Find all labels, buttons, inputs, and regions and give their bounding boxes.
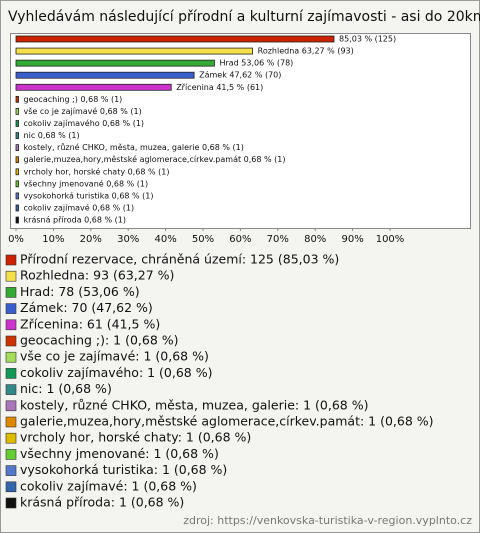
bar xyxy=(15,180,19,188)
bar xyxy=(15,192,19,200)
bar-label: kostely, různé CHKO, města, muzea, galer… xyxy=(24,142,244,152)
legend-label: Rozhledna: 93 (63,27 %) xyxy=(20,268,174,283)
x-tick-label: 40% xyxy=(154,234,176,245)
legend-swatch xyxy=(5,400,17,412)
bar xyxy=(15,156,19,164)
x-tick-label: 50% xyxy=(192,234,214,245)
bar-label: geocaching ;) 0,68 % (1) xyxy=(24,95,123,104)
legend-swatch xyxy=(5,449,17,460)
bar-label: Zřícenina 41,5 % (61) xyxy=(176,83,263,92)
legend-swatch xyxy=(5,384,17,395)
bar xyxy=(15,108,19,115)
x-tick-label: 100% xyxy=(376,234,405,245)
legend-swatch xyxy=(5,270,17,282)
legend-label: Hrad: 78 (53,06 %) xyxy=(20,284,140,299)
legend-swatch xyxy=(5,368,17,379)
chart-title: Vyhledávám následující přírodní a kultur… xyxy=(8,9,480,25)
bar-label: Zámek 47,62 % (70) xyxy=(199,71,281,80)
bar-label: cokoliv zajímavého 0,68 % (1) xyxy=(24,118,145,128)
x-tick-label: 90% xyxy=(341,234,363,245)
legend-swatch xyxy=(5,287,17,298)
bar xyxy=(15,144,19,152)
legend-label: galerie,muzea,hory,městské aglomerace,cí… xyxy=(20,414,434,429)
legend-label: nic: 1 (0,68 %) xyxy=(20,381,112,396)
legend-swatch xyxy=(5,465,17,476)
bar-label: Rozhledna 63,27 % (93) xyxy=(258,47,354,56)
bar-label: 85,03 % (125) xyxy=(339,35,396,44)
x-tick-label: 70% xyxy=(267,234,289,245)
legend-label: geocaching ;): 1 (0,68 %) xyxy=(20,333,179,348)
bar xyxy=(15,59,215,67)
bar xyxy=(15,216,19,224)
bar xyxy=(15,71,195,79)
x-tick-label: 30% xyxy=(117,234,139,245)
legend-label: cokoliv zajímavého: 1 (0,68 %) xyxy=(20,365,213,380)
bar-label: vrcholy hor, horské chaty 0,68 % (1) xyxy=(24,166,170,176)
x-tick-label: 0% xyxy=(8,234,24,245)
legend-swatch xyxy=(5,497,17,509)
bar xyxy=(15,132,19,139)
legend-swatch xyxy=(5,432,17,444)
bar xyxy=(15,120,19,127)
legend-label: vrcholy hor, horské chaty: 1 (0,68 %) xyxy=(20,430,251,445)
x-tick-label: 80% xyxy=(304,234,326,245)
bar xyxy=(15,204,19,212)
bar xyxy=(15,35,335,43)
legend-swatch xyxy=(5,416,17,428)
bar xyxy=(15,83,172,91)
legend-swatch xyxy=(5,319,17,331)
bar-label: Hrad 53,06 % (78) xyxy=(219,59,293,68)
legend-label: Zámek: 70 (47,62 %) xyxy=(20,300,153,315)
bar-label: vysokohorká turistika 0,68 % (1) xyxy=(24,191,154,200)
x-tick-label: 60% xyxy=(229,234,251,245)
legend-swatch xyxy=(5,303,17,314)
legend-swatch xyxy=(5,481,17,493)
legend-swatch xyxy=(5,335,17,347)
bar-label: vše co je zajímavé 0,68 % (1) xyxy=(24,106,142,116)
bar xyxy=(15,47,254,55)
bar xyxy=(15,95,19,103)
legend-label: vysokohorká turistika: 1 (0,68 %) xyxy=(20,462,227,477)
legend-swatch xyxy=(5,351,17,363)
legend-label: Přírodní rezervace, chráněná území: 125 … xyxy=(20,252,339,267)
bar-label: cokoliv zajímavé 0,68 % (1) xyxy=(24,202,135,212)
legend-label: všechny jmenované: 1 (0,68 %) xyxy=(20,446,219,461)
x-tick-label: 20% xyxy=(80,234,102,245)
x-tick-label: 10% xyxy=(42,234,64,245)
legend-label: kostely, různé CHKO, města, muzea, galer… xyxy=(20,397,368,412)
legend-label: cokoliv zajímavé: 1 (0,68 %) xyxy=(20,478,197,493)
legend-label: Zřícenina: 61 (41,5 %) xyxy=(20,316,160,331)
bar-label: krásná příroda 0,68 % (1) xyxy=(24,216,126,225)
legend-label: vše co je zajímavé: 1 (0,68 %) xyxy=(20,349,209,364)
bar-label: nic 0,68 % (1) xyxy=(24,131,80,140)
legend-swatch xyxy=(5,254,17,266)
bar xyxy=(15,168,19,176)
source: zdroj: https://venkovska-turistika-v-reg… xyxy=(183,514,472,527)
bar-label: galerie,muzea,hory,městské aglomerace,cí… xyxy=(24,154,286,164)
bar-label: všechny jmenované 0,68 % (1) xyxy=(24,178,149,188)
legend-label: krásná příroda: 1 (0,68 %) xyxy=(20,495,184,510)
